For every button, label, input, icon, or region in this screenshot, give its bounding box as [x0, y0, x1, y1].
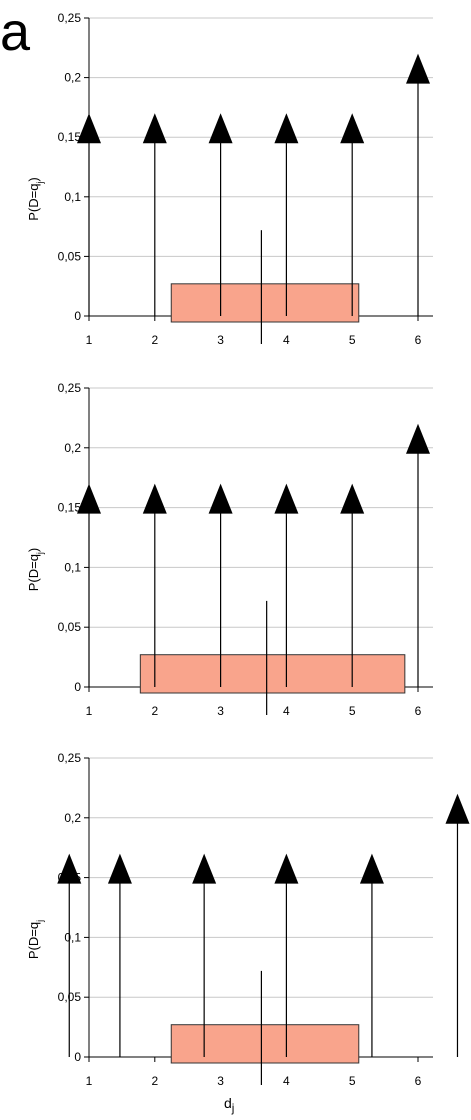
y-axis-label-close: ) [26, 548, 41, 552]
x-tick-label: 2 [151, 333, 158, 347]
arrow-head [208, 113, 233, 144]
x-tick-label: 5 [349, 704, 356, 718]
x-axis-label: dj [224, 1095, 234, 1115]
arrow-head [274, 113, 299, 144]
y-axis-label-text: P(D=q [26, 554, 41, 591]
y-tick-label: 0,1 [64, 930, 81, 944]
y-tick-label: 0,2 [64, 441, 81, 455]
y-tick-label: 0 [74, 680, 81, 694]
y-axis-label-subscript: j [35, 552, 45, 555]
x-tick-label: 1 [86, 704, 93, 718]
arrow-head [192, 853, 217, 884]
x-tick-label: 3 [217, 333, 224, 347]
arrow-head [359, 853, 384, 884]
arrow-head [107, 853, 132, 884]
y-axis-label-close: ) [26, 177, 41, 181]
y-tick-label: 0 [74, 309, 81, 323]
arrow-head [142, 113, 167, 144]
arrow-head [340, 113, 365, 144]
arrow-head [274, 483, 299, 514]
x-tick-label: 3 [217, 1074, 224, 1088]
arrow-head [142, 483, 167, 514]
y-axis-label: P(D=qj) [26, 177, 45, 221]
y-axis-label-subscript: j [35, 920, 45, 923]
y-tick-label: 0,1 [64, 190, 81, 204]
arrow-head [208, 483, 233, 514]
arrow-head [77, 483, 101, 514]
x-tick-label: 5 [349, 333, 356, 347]
x-tick-label: 3 [217, 704, 224, 718]
y-axis-label-text: P(D=q [26, 922, 41, 959]
x-tick-label: 6 [415, 333, 422, 347]
x-tick-label: 4 [283, 704, 290, 718]
arrow-head [445, 793, 470, 824]
interval-box [139, 654, 406, 694]
y-tick-label: 0,25 [58, 381, 82, 395]
arrow-head [57, 853, 82, 884]
arrow-head [340, 483, 365, 514]
x-axis-label-text: d [224, 1095, 232, 1111]
x-tick-label: 1 [86, 333, 93, 347]
x-tick-label: 4 [283, 1074, 290, 1088]
x-tick-label: 1 [86, 1074, 93, 1088]
y-tick-label: 0,05 [58, 249, 82, 263]
x-tick-label: 5 [349, 1074, 356, 1088]
x-tick-label: 6 [415, 1074, 422, 1088]
y-tick-label: 0,05 [58, 620, 82, 634]
arrow-head [274, 853, 299, 884]
y-axis-label-text: P(D=q [26, 184, 41, 221]
y-axis-label-subscript: j [35, 182, 45, 185]
arrow-head [406, 423, 430, 454]
x-tick-label: 4 [283, 333, 290, 347]
y-tick-label: 0 [74, 1050, 81, 1064]
y-tick-label: 0,2 [64, 811, 81, 825]
y-tick-label: 0,1 [64, 560, 81, 574]
y-axis-label: P(D=qj) [26, 548, 45, 592]
x-tick-label: 6 [415, 704, 422, 718]
arrow-head [77, 113, 101, 144]
x-axis-label-subscript: j [231, 1101, 235, 1115]
chart-1: 0 0,05 0,1 0,15 0,2 0,25 1 2 3 4 5 6 P(D=qj) [26, 11, 433, 347]
y-tick-label: 0,15 [58, 130, 82, 144]
x-tick-label: 2 [151, 704, 158, 718]
arrow-head [406, 53, 430, 84]
interval-box [170, 1024, 360, 1064]
panel-corner-label: a [0, 2, 31, 62]
interval-box [170, 283, 360, 323]
y-tick-label: 0,2 [64, 71, 81, 85]
y-tick-label: 0,15 [58, 501, 82, 515]
y-axis-label: P(D=qj [26, 920, 45, 959]
y-tick-label: 0,25 [58, 11, 82, 25]
y-tick-label: 0,25 [58, 751, 82, 765]
chart-2: 0 0,05 0,1 0,15 0,2 0,25 1 2 3 4 5 6 P(D=qj) [26, 381, 433, 718]
x-tick-label: 2 [151, 1074, 158, 1088]
